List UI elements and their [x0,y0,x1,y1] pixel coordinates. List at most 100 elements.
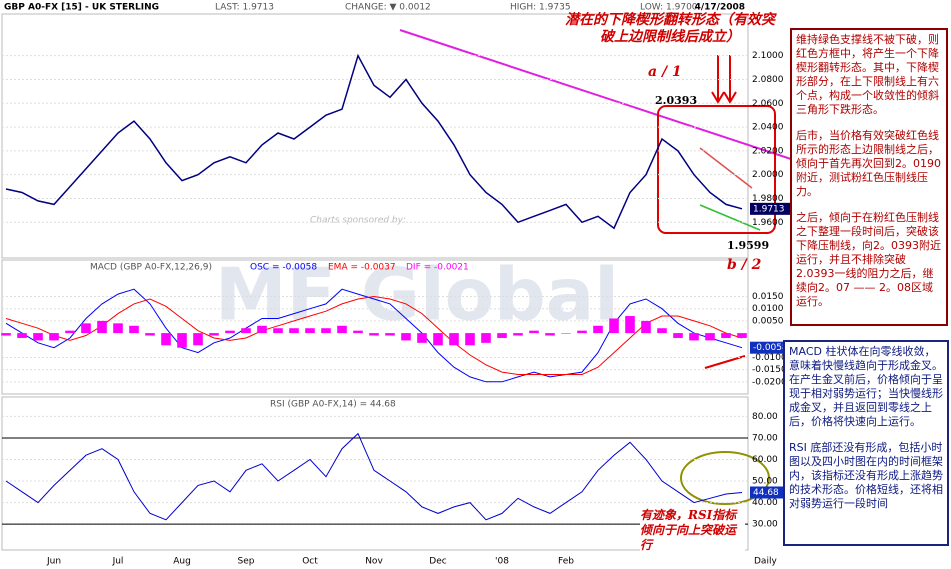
red-note: 维持绿色支撑线不被下破，则红色方框中，将产生一个下降楔形翻转形态。其中，下降楔形… [790,28,948,326]
histogram-bar [545,333,555,336]
y-tick-label: 50.00 [752,477,778,487]
histogram-bar [561,333,571,334]
histogram-bar [321,328,331,334]
y-tick-label: 70.00 [752,433,778,443]
symbol: GBP A0-FX [15] - UK STERLING [4,3,159,13]
histogram-bar [721,333,731,338]
histogram-bar [689,333,699,341]
x-tick-label: Feb [558,557,574,567]
arrows [711,55,737,104]
resistance-line [399,29,801,163]
y-tick-label: -0.0150 [752,365,787,375]
y-tick-label: -0.0200 [752,377,787,387]
note-paragraph: RSI 底部还没有形成，包括小时图以及四小时图在内的时间框架内，该指标还没有形成… [789,441,943,510]
histogram-bar [369,333,379,336]
current-label: 1.9713 [753,204,785,214]
histogram-bar [593,325,603,334]
histogram-bar [513,333,523,336]
histogram-bar [129,325,139,334]
histogram-bar [577,330,587,334]
x-tick-label: '08 [495,557,509,567]
histogram-bar [305,328,315,334]
wedge-lower [699,204,761,231]
histogram-bar [705,333,715,341]
x-tick-label: Aug [173,557,191,567]
y-tick-label: 60.00 [752,455,778,465]
legend-entry: DIF = -0.0021 [406,263,469,273]
rsi-line [5,432,743,521]
current-label: -0.0058 [753,343,788,353]
price-panel [1,13,749,259]
histogram-bar [257,325,267,334]
panel-title: RSI (GBP A0-FX,14) = 44.68 [270,400,396,410]
panel-title: MACD (GBP A0-FX,12,26,9) [90,263,212,273]
histogram-bar [241,328,251,334]
histogram-bar [433,333,443,346]
high-point: 2.0393 [655,94,698,107]
last: LAST: 1.9713 [215,3,274,13]
note-paragraph: 维持绿色支撑线不被下破，则红色方框中，将产生一个下降楔形翻转形态。其中，下降楔形… [796,33,939,116]
y-tick-label: 1.9800 [752,194,784,204]
histogram-bar [161,333,171,346]
x-tick-label: Nov [365,557,383,567]
y-tick-label: 40.00 [752,498,778,508]
histogram-bar [65,330,75,334]
current-label: 44.68 [753,488,779,498]
histogram-bar [17,333,27,338]
x-tick-label: Jun [46,557,61,567]
y-tick-label: 2.0000 [752,170,784,180]
histogram-bar [177,333,187,348]
b2: b / 2 [727,257,762,273]
histogram-bar [465,333,475,346]
x-tick-label: Oct [302,557,318,567]
histogram-bar [417,333,427,343]
y-tick-label: 0.0050 [752,316,784,326]
histogram-bar [337,325,347,334]
note-paragraph: 之后，倾向于在粉红色压制线之下整理一段时间后，突破该下降压制线，向2。0393附… [796,211,941,308]
x-tick-label: Dec [429,557,446,567]
high: HIGH: 1.9735 [510,3,571,13]
rsi-panel [1,396,749,551]
note-paragraph: MACD 柱状体在向零线收敛，意味着快慢线趋向于形成金叉。在产生金叉前后，价格倾… [789,345,943,428]
note-paragraph: 后市，当价格有效突破红色线所示的形态上边限制线之后，倾向于首先再次回到2。019… [796,129,941,198]
histogram-bar [33,333,43,341]
change: CHANGE: ▼ 0.0012 [345,3,431,13]
histogram-bar [673,333,683,338]
y-tick-label: -0.0100 [752,353,787,363]
blue-note: MACD 柱状体在向零线收敛，意味着快慢线趋向于形成金叉。在产生金叉前后，价格倾… [783,340,949,546]
histogram-bar [81,323,91,334]
histogram-bar [49,333,59,341]
legend-entry: OSC = -0.0058 [250,263,317,273]
histogram-bar [737,333,747,338]
histogram-bar [113,323,123,334]
x-tick-label: Sep [238,557,255,567]
histogram-bar [385,333,395,336]
histogram-bar [225,330,235,334]
low-point: 1.9599 [727,239,770,252]
current-badge [750,486,790,499]
current-badge [750,341,790,354]
rsi-note: 有迹象，RSI指标倾向于向上突破运行 [640,508,745,553]
x-axis-label: Daily [754,557,777,567]
wedge-upper [699,147,753,189]
histogram-bar [145,333,155,336]
y-tick-label: 2.1000 [752,51,784,61]
macd-panel [1,259,749,395]
a1: a / 1 [648,64,682,80]
y-tick-label: 80.00 [752,412,778,422]
macd-line [5,288,743,383]
histogram-bar [481,333,491,343]
current-badge [750,202,790,215]
histogram-bar [625,316,635,334]
histogram-bar [449,333,459,346]
histogram-bar [193,333,203,346]
histogram-bar [641,320,651,334]
histogram-bar [657,328,667,334]
y-tick-label: 2.0400 [752,123,784,133]
sponsor: Charts sponsored by: [310,216,406,226]
histogram-bar [401,333,411,341]
histogram-bar [609,318,619,334]
histogram-bar [353,330,363,334]
histogram-bar [97,320,107,334]
